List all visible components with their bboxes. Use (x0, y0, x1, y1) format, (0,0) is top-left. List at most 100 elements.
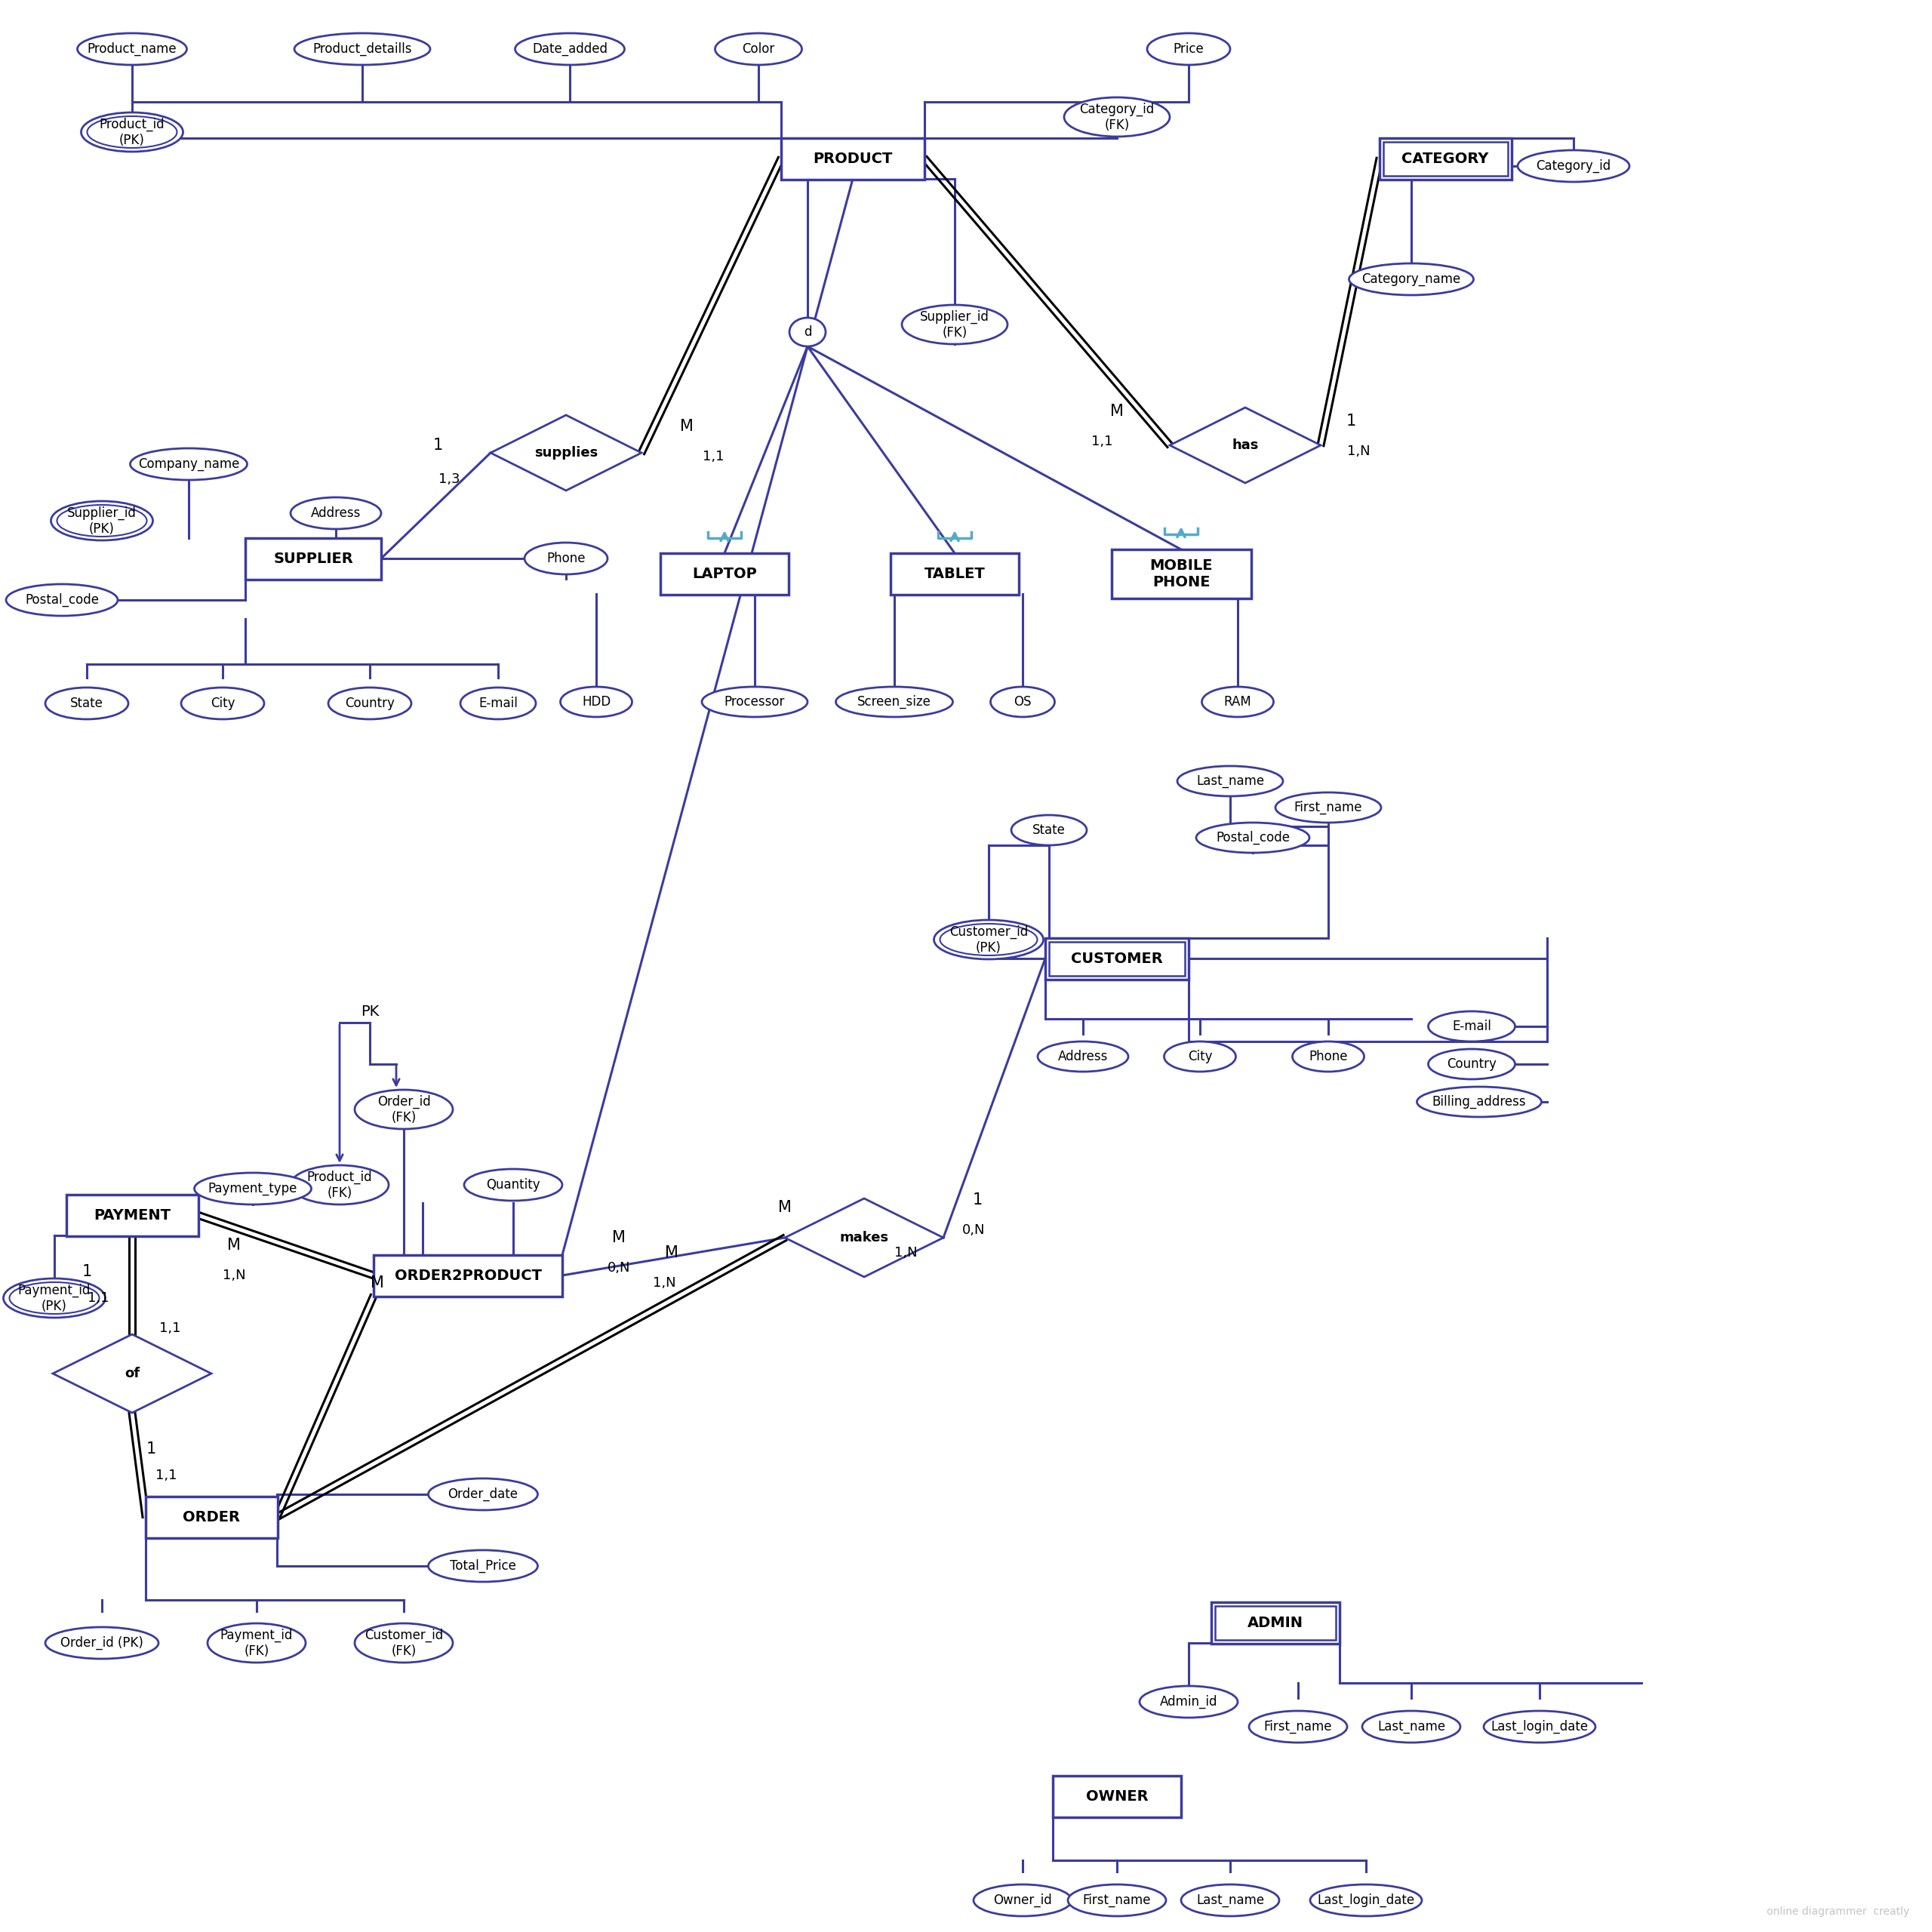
Ellipse shape (1202, 686, 1273, 717)
Text: Processor: Processor (724, 696, 784, 709)
Ellipse shape (50, 500, 153, 541)
Ellipse shape (290, 497, 381, 529)
Text: 1,1: 1,1 (158, 1321, 180, 1335)
Ellipse shape (355, 1623, 452, 1663)
Text: 1: 1 (81, 1264, 93, 1279)
Text: Category_name: Category_name (1362, 272, 1461, 286)
Text: OS: OS (1014, 696, 1032, 709)
Ellipse shape (294, 33, 431, 66)
Text: Customer_id
(FK): Customer_id (FK) (365, 1629, 442, 1658)
Text: 1,N: 1,N (895, 1246, 918, 1260)
Polygon shape (784, 1198, 943, 1277)
Ellipse shape (837, 686, 952, 717)
Text: HDD: HDD (582, 696, 611, 709)
Ellipse shape (524, 543, 607, 574)
Bar (1111, 549, 1250, 599)
Text: PAYMENT: PAYMENT (93, 1208, 170, 1223)
Text: M: M (371, 1275, 384, 1291)
Bar (661, 553, 788, 595)
Ellipse shape (1428, 1010, 1515, 1041)
Ellipse shape (974, 1884, 1072, 1917)
Ellipse shape (1148, 33, 1231, 66)
Text: Address: Address (1059, 1049, 1109, 1063)
Text: Phone: Phone (547, 553, 585, 566)
Text: 1,1: 1,1 (1092, 435, 1113, 448)
Ellipse shape (1065, 97, 1169, 137)
Text: State: State (1032, 823, 1066, 837)
Text: online diagrammer  creatly: online diagrammer creatly (1766, 1907, 1909, 1917)
Text: Postal_code: Postal_code (25, 593, 99, 607)
Text: Payment_id
(FK): Payment_id (FK) (220, 1629, 294, 1658)
Text: Payment_type: Payment_type (209, 1182, 298, 1196)
Bar (373, 1254, 562, 1296)
Ellipse shape (933, 920, 1043, 958)
Text: Category_id: Category_id (1536, 158, 1611, 174)
Text: First_name: First_name (1082, 1893, 1151, 1907)
Ellipse shape (991, 686, 1055, 717)
Text: 1,1: 1,1 (703, 450, 724, 464)
Text: State: State (70, 697, 102, 711)
Text: MOBILE
PHONE: MOBILE PHONE (1150, 558, 1213, 589)
Ellipse shape (715, 33, 802, 66)
Bar (891, 553, 1018, 595)
Ellipse shape (1068, 1884, 1167, 1917)
Text: M: M (612, 1231, 626, 1246)
Ellipse shape (464, 1169, 562, 1200)
Bar (1049, 941, 1184, 976)
Text: Screen_size: Screen_size (858, 696, 931, 709)
Ellipse shape (1310, 1884, 1422, 1917)
Ellipse shape (10, 1283, 99, 1314)
Ellipse shape (516, 33, 624, 66)
Ellipse shape (429, 1478, 537, 1511)
Text: 1,N: 1,N (653, 1277, 676, 1291)
Ellipse shape (941, 923, 1037, 956)
Ellipse shape (1362, 1712, 1461, 1743)
Text: M: M (665, 1246, 678, 1260)
Text: Address: Address (311, 506, 361, 520)
Ellipse shape (182, 688, 265, 719)
Ellipse shape (355, 1090, 452, 1128)
Text: 1: 1 (147, 1441, 156, 1457)
Text: has: has (1233, 439, 1258, 452)
Text: City: City (1188, 1049, 1211, 1063)
Text: M: M (228, 1238, 242, 1252)
Ellipse shape (460, 688, 535, 719)
Ellipse shape (44, 1627, 158, 1660)
Ellipse shape (77, 33, 187, 66)
Text: First_name: First_name (1294, 800, 1362, 815)
Ellipse shape (81, 112, 184, 153)
Text: makes: makes (840, 1231, 889, 1244)
Text: Owner_id: Owner_id (993, 1893, 1051, 1907)
Text: Product_id
(PK): Product_id (PK) (99, 118, 164, 147)
Text: ORDER: ORDER (184, 1509, 240, 1524)
Ellipse shape (195, 1173, 311, 1204)
Text: Country: Country (1447, 1057, 1497, 1070)
Ellipse shape (1428, 1049, 1515, 1080)
Text: Last_name: Last_name (1378, 1719, 1445, 1733)
Ellipse shape (1416, 1086, 1542, 1117)
Text: Supplier_id
(PK): Supplier_id (PK) (68, 506, 137, 535)
Ellipse shape (1248, 1712, 1347, 1743)
Text: ORDER2PRODUCT: ORDER2PRODUCT (394, 1267, 541, 1283)
Text: City: City (211, 697, 236, 711)
Ellipse shape (1037, 1041, 1128, 1072)
Text: of: of (124, 1366, 139, 1379)
Text: LAPTOP: LAPTOP (692, 566, 757, 582)
Bar (1215, 1605, 1335, 1640)
Text: 1: 1 (1347, 413, 1356, 429)
Text: Order_id
(FK): Order_id (FK) (377, 1095, 431, 1124)
Polygon shape (1169, 408, 1321, 483)
Bar (1383, 141, 1507, 176)
Text: Price: Price (1173, 43, 1204, 56)
Text: Company_name: Company_name (137, 458, 240, 471)
Text: M: M (680, 419, 694, 435)
Text: Payment_id
(PK): Payment_id (PK) (17, 1283, 91, 1314)
Text: Color: Color (742, 43, 775, 56)
Text: Date_added: Date_added (531, 43, 607, 56)
Ellipse shape (1484, 1712, 1596, 1743)
Text: Product_id
(FK): Product_id (FK) (307, 1171, 373, 1200)
Ellipse shape (1165, 1041, 1236, 1072)
Text: d: d (804, 325, 811, 338)
Ellipse shape (4, 1279, 104, 1318)
Text: OWNER: OWNER (1086, 1789, 1148, 1803)
